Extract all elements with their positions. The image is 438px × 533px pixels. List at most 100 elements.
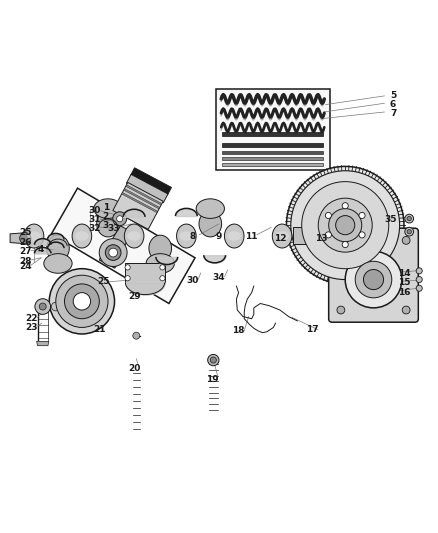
Text: 9: 9 — [216, 231, 222, 240]
Text: 30: 30 — [89, 206, 101, 215]
Text: 35: 35 — [385, 215, 397, 224]
Text: 13: 13 — [315, 233, 328, 243]
Polygon shape — [223, 157, 323, 160]
Text: 28: 28 — [19, 257, 32, 266]
Circle shape — [402, 237, 410, 244]
Circle shape — [325, 212, 332, 219]
Circle shape — [359, 212, 365, 219]
Circle shape — [64, 284, 99, 319]
Circle shape — [345, 251, 402, 308]
Polygon shape — [10, 232, 28, 244]
Ellipse shape — [180, 231, 193, 241]
Text: 12: 12 — [274, 233, 286, 243]
Polygon shape — [122, 192, 158, 213]
Ellipse shape — [94, 199, 122, 219]
Text: 4: 4 — [37, 246, 44, 254]
Text: 5: 5 — [390, 91, 396, 100]
Circle shape — [405, 228, 413, 236]
Circle shape — [160, 265, 165, 270]
Circle shape — [210, 357, 216, 363]
Text: 17: 17 — [306, 325, 319, 334]
Circle shape — [109, 248, 117, 257]
Ellipse shape — [275, 231, 289, 241]
Ellipse shape — [27, 231, 41, 241]
Polygon shape — [113, 182, 163, 229]
Polygon shape — [223, 133, 323, 136]
Polygon shape — [99, 252, 120, 268]
Circle shape — [39, 303, 46, 310]
Ellipse shape — [177, 224, 196, 248]
Polygon shape — [125, 263, 165, 282]
Text: 23: 23 — [25, 323, 38, 332]
Text: 15: 15 — [398, 278, 410, 287]
Text: 11: 11 — [245, 231, 258, 240]
Polygon shape — [124, 189, 160, 209]
Circle shape — [342, 203, 348, 209]
Text: 30: 30 — [187, 276, 199, 285]
Circle shape — [318, 198, 372, 252]
Circle shape — [73, 293, 91, 310]
Polygon shape — [223, 143, 323, 147]
Circle shape — [51, 302, 60, 311]
Polygon shape — [127, 174, 168, 203]
Circle shape — [113, 212, 127, 225]
Circle shape — [364, 270, 384, 289]
Circle shape — [416, 285, 422, 292]
Polygon shape — [126, 185, 162, 205]
Polygon shape — [106, 226, 131, 256]
Text: 24: 24 — [19, 262, 32, 271]
Text: 25: 25 — [97, 277, 110, 286]
Text: 1: 1 — [103, 203, 109, 212]
Ellipse shape — [44, 254, 72, 273]
Ellipse shape — [97, 211, 119, 237]
Text: 31: 31 — [89, 215, 101, 224]
Text: 18: 18 — [232, 326, 245, 335]
Ellipse shape — [196, 199, 224, 219]
Text: 8: 8 — [190, 231, 196, 240]
Circle shape — [342, 241, 348, 248]
Circle shape — [49, 269, 115, 334]
Circle shape — [105, 245, 121, 261]
Polygon shape — [37, 341, 49, 346]
Ellipse shape — [47, 235, 69, 261]
Ellipse shape — [272, 224, 292, 248]
Polygon shape — [223, 163, 323, 166]
Circle shape — [133, 332, 140, 339]
Polygon shape — [293, 228, 306, 244]
Text: 7: 7 — [390, 109, 396, 118]
Text: 6: 6 — [390, 100, 396, 109]
Circle shape — [20, 232, 31, 244]
Text: 21: 21 — [93, 325, 106, 334]
Circle shape — [337, 237, 345, 244]
Circle shape — [125, 276, 130, 281]
Circle shape — [117, 216, 123, 222]
Text: 32: 32 — [89, 224, 101, 233]
Circle shape — [416, 268, 422, 274]
Text: 29: 29 — [128, 293, 141, 302]
Ellipse shape — [72, 224, 92, 248]
Text: 25: 25 — [19, 228, 32, 237]
Ellipse shape — [199, 211, 222, 237]
Polygon shape — [215, 89, 330, 170]
Circle shape — [56, 275, 108, 327]
Ellipse shape — [227, 231, 241, 241]
Circle shape — [286, 166, 404, 284]
Ellipse shape — [146, 254, 174, 273]
Ellipse shape — [127, 231, 141, 241]
Circle shape — [125, 265, 130, 270]
Circle shape — [208, 354, 219, 366]
Circle shape — [35, 298, 50, 314]
Text: 34: 34 — [213, 273, 225, 282]
Text: 22: 22 — [25, 314, 38, 323]
Text: 16: 16 — [398, 288, 410, 297]
Circle shape — [336, 215, 355, 235]
Circle shape — [407, 216, 411, 221]
Circle shape — [359, 232, 365, 238]
Ellipse shape — [149, 235, 172, 261]
Text: 27: 27 — [19, 247, 32, 256]
Text: 2: 2 — [103, 212, 109, 221]
Ellipse shape — [124, 224, 144, 248]
FancyBboxPatch shape — [328, 228, 418, 322]
Circle shape — [407, 230, 411, 234]
Text: 3: 3 — [103, 221, 109, 230]
